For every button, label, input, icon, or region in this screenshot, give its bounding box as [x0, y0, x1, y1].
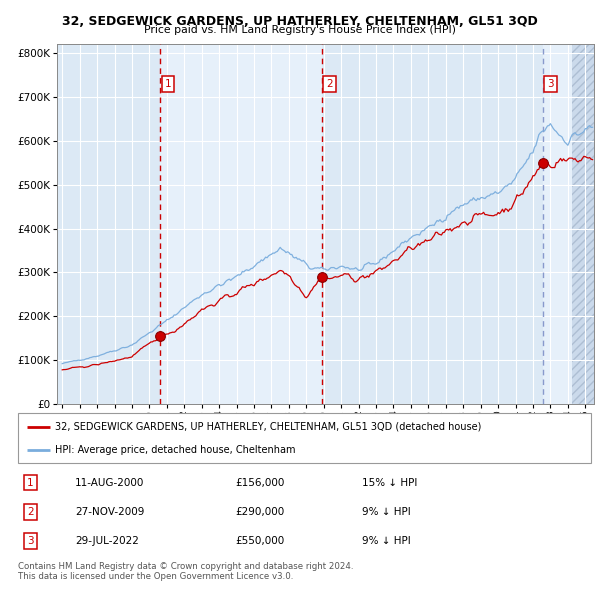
- Text: 32, SEDGEWICK GARDENS, UP HATHERLEY, CHELTENHAM, GL51 3QD (detached house): 32, SEDGEWICK GARDENS, UP HATHERLEY, CHE…: [55, 421, 482, 431]
- Text: 3: 3: [27, 536, 34, 546]
- Text: 1: 1: [27, 477, 34, 487]
- Text: HPI: Average price, detached house, Cheltenham: HPI: Average price, detached house, Chel…: [55, 445, 296, 455]
- Text: £156,000: £156,000: [236, 477, 285, 487]
- Text: 3: 3: [547, 78, 554, 88]
- Bar: [543, 44, 577, 404]
- Text: Contains HM Land Registry data © Crown copyright and database right 2024.
This d: Contains HM Land Registry data © Crown c…: [18, 562, 353, 581]
- Text: Price paid vs. HM Land Registry's House Price Index (HPI): Price paid vs. HM Land Registry's House …: [144, 25, 456, 35]
- Text: 2: 2: [326, 78, 333, 88]
- Text: 15% ↓ HPI: 15% ↓ HPI: [362, 477, 417, 487]
- Text: £290,000: £290,000: [236, 507, 285, 517]
- Bar: [160, 44, 322, 404]
- Bar: [572, 44, 594, 404]
- Text: 11-AUG-2000: 11-AUG-2000: [76, 477, 145, 487]
- Text: 2: 2: [27, 507, 34, 517]
- Text: 9% ↓ HPI: 9% ↓ HPI: [362, 536, 410, 546]
- Text: 27-NOV-2009: 27-NOV-2009: [76, 507, 145, 517]
- Text: 9% ↓ HPI: 9% ↓ HPI: [362, 507, 410, 517]
- Text: £550,000: £550,000: [236, 536, 285, 546]
- FancyBboxPatch shape: [18, 413, 591, 463]
- Text: 32, SEDGEWICK GARDENS, UP HATHERLEY, CHELTENHAM, GL51 3QD: 32, SEDGEWICK GARDENS, UP HATHERLEY, CHE…: [62, 15, 538, 28]
- Text: 1: 1: [164, 78, 171, 88]
- Text: 29-JUL-2022: 29-JUL-2022: [76, 536, 139, 546]
